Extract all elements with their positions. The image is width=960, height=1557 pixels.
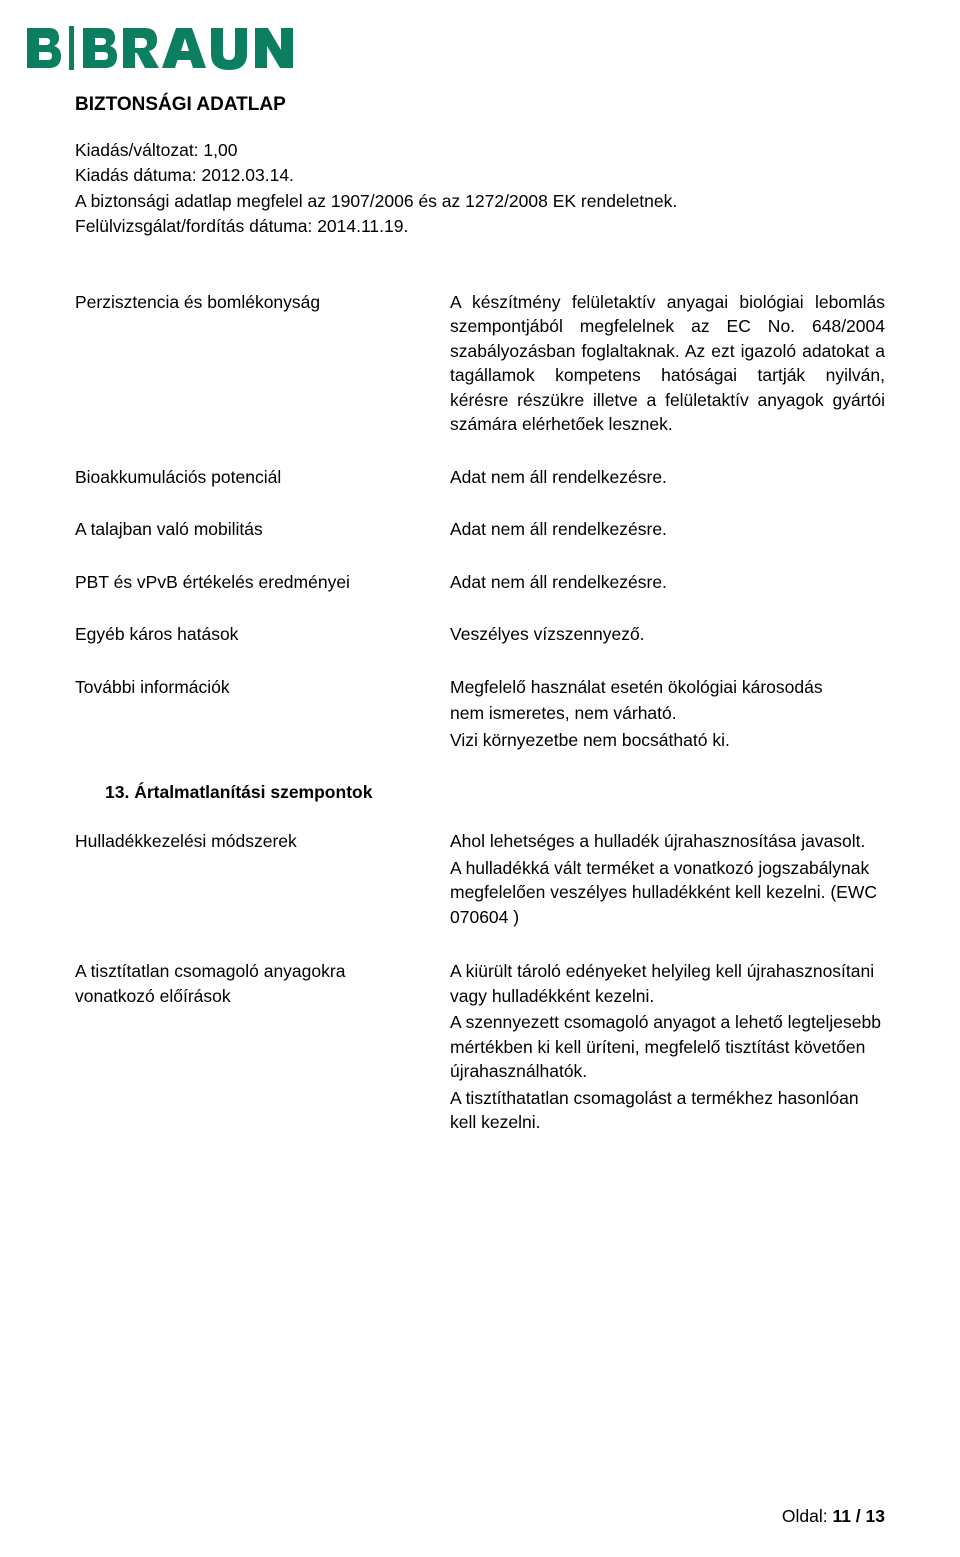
- row-persistence: Perzisztencia és bomlékonyság A készítmé…: [75, 290, 885, 437]
- packaging-p2: A szennyezett csomagoló anyagot a lehető…: [450, 1010, 885, 1084]
- waste-p2: A hulladékká vált terméket a vonatkozó j…: [450, 856, 885, 930]
- text-further-info: Megfelelő használat esetén ökológiai kár…: [450, 675, 885, 755]
- label-soil-mobility: A talajban való mobilitás: [75, 517, 450, 542]
- page-number: 11 / 13: [832, 1506, 885, 1526]
- row-other-adverse: Egyéb káros hatások Veszélyes vízszennye…: [75, 622, 885, 647]
- text-bioaccumulation: Adat nem áll rendelkezésre.: [450, 465, 885, 490]
- waste-p1: Ahol lehetséges a hulladék újrahasznosít…: [450, 829, 885, 854]
- text-pbt-vpvb: Adat nem áll rendelkezésre.: [450, 570, 885, 595]
- packaging-p1: A kiürült tároló edényeket helyileg kell…: [450, 959, 885, 1008]
- text-other-adverse: Veszélyes vízszennyező.: [450, 622, 885, 647]
- label-packaging-rules: A tisztítatlan csomagoló anyagokra vonat…: [75, 959, 450, 1137]
- row-pbt-vpvb: PBT és vPvB értékelés eredményei Adat ne…: [75, 570, 885, 595]
- text-waste-methods: Ahol lehetséges a hulladék újrahasznosít…: [450, 829, 885, 931]
- meta-version: Kiadás/változat: 1,00: [75, 138, 885, 163]
- meta-compliance: A biztonsági adatlap megfelel az 1907/20…: [75, 189, 885, 214]
- label-other-adverse: Egyéb káros hatások: [75, 622, 450, 647]
- label-further-info: További információk: [75, 675, 450, 755]
- meta-issue-date: Kiadás dátuma: 2012.03.14.: [75, 163, 885, 188]
- page-footer: Oldal: 11 / 13: [782, 1506, 885, 1527]
- row-bioaccumulation: Bioakkumulációs potenciál Adat nem áll r…: [75, 465, 885, 490]
- page-label: Oldal:: [782, 1506, 833, 1526]
- further-info-p2: nem ismeretes, nem várható.: [450, 701, 885, 726]
- label-persistence: Perzisztencia és bomlékonyság: [75, 290, 450, 437]
- further-info-p1: Megfelelő használat esetén ökológiai kár…: [450, 675, 885, 700]
- section-13-heading: 13. Ártalmatlanítási szempontok: [105, 782, 885, 803]
- packaging-p3: A tisztíthatatlan csomagolást a termékhe…: [450, 1086, 885, 1135]
- text-packaging-rules: A kiürült tároló edényeket helyileg kell…: [450, 959, 885, 1137]
- text-soil-mobility: Adat nem áll rendelkezésre.: [450, 517, 885, 542]
- label-bioaccumulation: Bioakkumulációs potenciál: [75, 465, 450, 490]
- row-soil-mobility: A talajban való mobilitás Adat nem áll r…: [75, 517, 885, 542]
- meta-revision-date: Felülvizsgálat/fordítás dátuma: 2014.11.…: [75, 214, 885, 239]
- document-meta: Kiadás/változat: 1,00 Kiadás dátuma: 201…: [75, 138, 885, 240]
- brand-logo: [25, 20, 885, 70]
- row-further-info: További információk Megfelelő használat …: [75, 675, 885, 755]
- further-info-p3: Vizi környezetbe nem bocsátható ki.: [450, 728, 885, 753]
- row-packaging-rules: A tisztítatlan csomagoló anyagokra vonat…: [75, 959, 885, 1137]
- document-title: BIZTONSÁGI ADATLAP: [75, 94, 885, 116]
- label-pbt-vpvb: PBT és vPvB értékelés eredményei: [75, 570, 450, 595]
- text-persistence: A készítmény felületaktív anyagai biológ…: [450, 290, 885, 437]
- row-waste-methods: Hulladékkezelési módszerek Ahol lehetség…: [75, 829, 885, 931]
- label-waste-methods: Hulladékkezelési módszerek: [75, 829, 450, 931]
